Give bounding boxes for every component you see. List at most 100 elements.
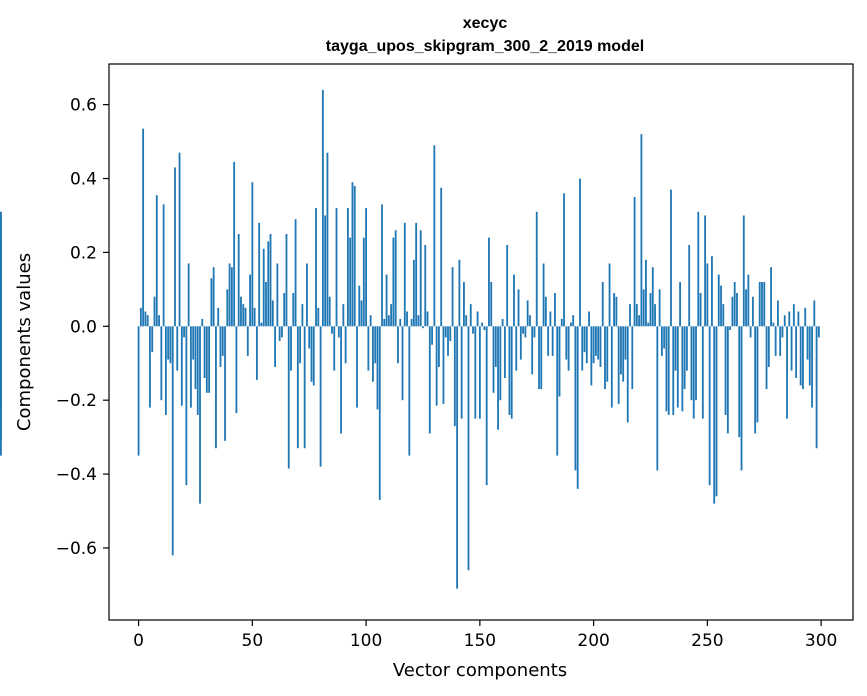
bar	[626, 326, 629, 423]
bar	[346, 208, 349, 327]
bar	[376, 326, 379, 410]
bar	[726, 326, 729, 434]
bar	[670, 189, 672, 327]
bar	[242, 304, 245, 327]
bar	[574, 326, 577, 471]
bar	[403, 222, 406, 327]
bar	[178, 152, 181, 327]
bar	[171, 326, 174, 556]
bar	[579, 178, 581, 327]
bar	[230, 267, 233, 327]
bar	[258, 222, 261, 327]
bar	[792, 304, 795, 327]
bar	[779, 326, 782, 356]
bar	[713, 326, 716, 504]
bar	[358, 285, 361, 327]
bar	[674, 326, 677, 371]
bar	[642, 289, 645, 327]
x-tick-label: 100	[350, 631, 382, 651]
bar	[392, 237, 395, 327]
bar	[554, 293, 556, 327]
bar	[244, 307, 247, 327]
bar	[387, 315, 390, 327]
bar	[467, 326, 470, 571]
bar	[240, 296, 242, 327]
bar	[342, 304, 345, 327]
bar	[508, 326, 511, 415]
bar	[142, 128, 145, 327]
bar	[401, 326, 404, 401]
bar	[770, 267, 772, 327]
bar	[547, 326, 550, 356]
x-tick-label: 0	[133, 631, 144, 651]
bar	[706, 263, 709, 327]
bar	[763, 281, 766, 327]
bar	[146, 315, 149, 327]
bar	[438, 326, 440, 367]
bar	[155, 195, 158, 327]
bar	[246, 326, 249, 356]
bar	[360, 300, 363, 327]
bar	[686, 326, 688, 371]
bar	[790, 326, 793, 371]
bar	[0, 326, 2, 371]
bar	[563, 193, 565, 327]
bar	[203, 326, 206, 379]
bar	[808, 326, 811, 386]
bar	[367, 326, 370, 371]
bar	[592, 326, 595, 364]
bar	[153, 296, 156, 327]
bar	[747, 274, 750, 327]
bar	[731, 296, 734, 327]
bar	[522, 326, 524, 334]
bar	[278, 326, 281, 342]
bar	[469, 304, 472, 327]
bar	[551, 326, 554, 356]
bar	[529, 315, 531, 327]
bar	[761, 281, 763, 327]
bar	[474, 326, 477, 419]
bar	[599, 326, 602, 367]
bar	[817, 326, 820, 338]
bar	[253, 307, 256, 327]
bar	[281, 326, 283, 338]
bar	[588, 311, 590, 327]
bar	[196, 326, 199, 415]
chart-subtitle: tayga_upos_skipgram_300_2_2019 model	[326, 38, 644, 55]
bar	[533, 326, 536, 338]
bar	[476, 311, 479, 327]
bar	[478, 326, 481, 419]
bar	[633, 197, 636, 327]
bar	[772, 322, 775, 327]
bar	[183, 326, 185, 338]
bar	[558, 326, 561, 397]
bar	[583, 326, 586, 353]
bar	[531, 326, 534, 375]
bar	[428, 326, 431, 434]
bar	[624, 326, 627, 360]
bar	[756, 326, 759, 423]
bar	[622, 326, 625, 382]
bar	[374, 326, 377, 364]
bar	[335, 208, 338, 327]
bar	[695, 326, 697, 401]
bar	[303, 326, 306, 449]
bar	[608, 263, 611, 327]
bar	[255, 326, 258, 380]
bar	[488, 237, 490, 327]
bar	[340, 326, 342, 434]
bar	[483, 326, 486, 330]
bar	[319, 326, 322, 467]
bar	[720, 285, 722, 327]
bar	[797, 311, 800, 327]
bar	[276, 263, 279, 327]
bar	[799, 326, 802, 386]
bar	[164, 326, 167, 415]
bar	[806, 326, 809, 360]
bar	[337, 326, 340, 338]
bar	[745, 289, 747, 327]
bar	[497, 326, 499, 430]
bar	[271, 300, 274, 327]
bar	[526, 300, 529, 327]
